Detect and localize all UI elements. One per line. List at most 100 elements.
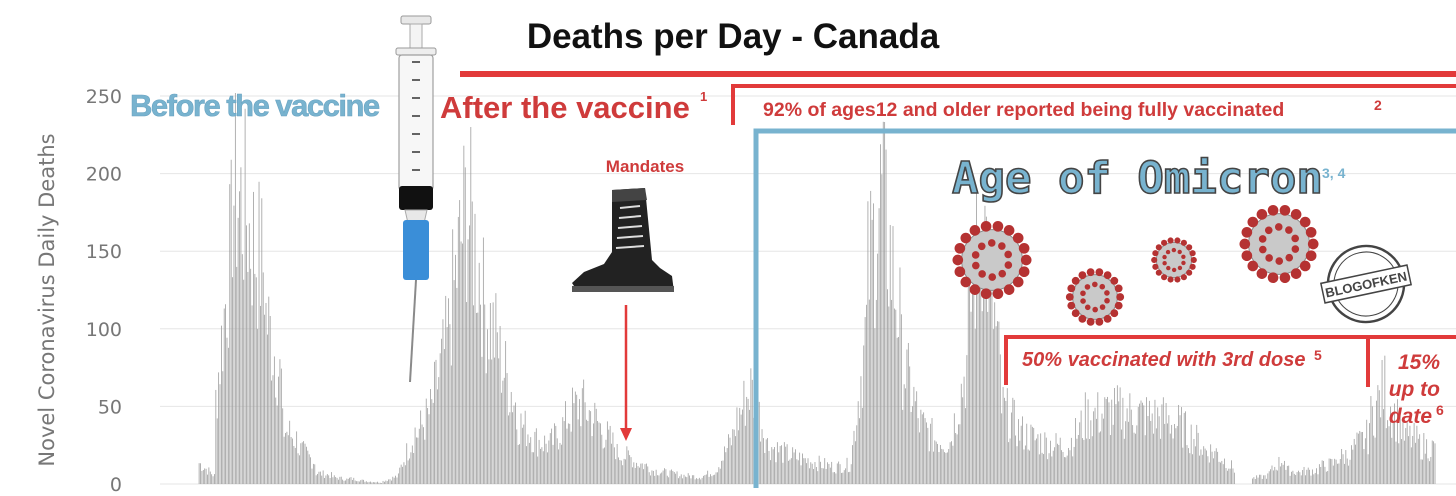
bar (1147, 415, 1149, 484)
bar (665, 469, 667, 484)
bar (434, 361, 435, 484)
bar (703, 475, 704, 484)
bar (1351, 445, 1352, 484)
bar (744, 425, 746, 484)
bar (900, 314, 902, 484)
bar (673, 472, 675, 484)
bar (1123, 438, 1125, 484)
bar (225, 304, 226, 484)
bar (505, 341, 507, 484)
bar (697, 478, 699, 484)
bar (1346, 458, 1348, 484)
bar (1196, 424, 1198, 484)
bar (370, 481, 371, 484)
bar (1104, 397, 1106, 484)
bar (935, 441, 937, 484)
bar (517, 444, 519, 484)
bar (393, 477, 395, 484)
bar (542, 451, 544, 484)
bar (1061, 450, 1062, 484)
bar (916, 391, 918, 484)
bar (1430, 456, 1432, 484)
bar (966, 355, 968, 484)
bar (983, 292, 984, 484)
bar (829, 467, 831, 484)
bar (1278, 456, 1280, 484)
bar (1143, 405, 1145, 484)
bar (342, 479, 344, 484)
bar (1001, 413, 1003, 484)
bar (581, 388, 583, 484)
bar (804, 458, 806, 484)
blogofken-stamp-icon: BLOGOFKEN (1319, 244, 1413, 324)
bar (1222, 464, 1224, 484)
bar (701, 477, 703, 484)
bar (999, 354, 1001, 484)
bar (1154, 399, 1156, 484)
bar (1026, 423, 1028, 484)
bar (1093, 411, 1095, 484)
bar (328, 475, 330, 484)
bar (970, 311, 972, 484)
bar (1029, 450, 1030, 484)
bar (329, 477, 331, 484)
bar (779, 446, 781, 484)
bar (346, 478, 348, 484)
bar (541, 447, 543, 484)
bar (786, 444, 788, 484)
bar (809, 468, 810, 484)
bar (1391, 437, 1393, 484)
bar (1185, 411, 1186, 484)
virus-icon (1065, 268, 1125, 326)
bar (838, 461, 840, 484)
bar (949, 442, 951, 484)
bar (962, 397, 964, 484)
bar (1178, 404, 1180, 484)
bar (1388, 426, 1390, 484)
bar (1331, 459, 1333, 484)
bar (899, 267, 901, 484)
bar (1328, 458, 1330, 484)
bar (1213, 458, 1214, 484)
mandates-arrowhead (620, 428, 632, 441)
bar (719, 468, 721, 484)
bar (1227, 470, 1228, 484)
bar (223, 308, 225, 484)
bar (345, 480, 346, 484)
bar (1197, 432, 1199, 484)
bar (597, 421, 599, 484)
bar (1366, 419, 1368, 484)
bar (1373, 435, 1375, 484)
bar (967, 272, 969, 484)
bar (588, 410, 590, 484)
bar (1024, 445, 1026, 484)
bar (489, 303, 491, 484)
bar (1151, 413, 1153, 484)
bar (307, 450, 309, 484)
bar (790, 458, 792, 484)
bar (1208, 462, 1210, 484)
bar (802, 453, 803, 484)
bar (577, 419, 579, 484)
virus-icon (952, 220, 1032, 300)
bar (442, 319, 444, 484)
bar (850, 464, 852, 484)
bar (1125, 421, 1127, 484)
bar (1133, 432, 1135, 484)
bar (914, 401, 916, 484)
bar (737, 430, 739, 484)
bar (672, 470, 674, 484)
bar (207, 474, 208, 484)
bar (694, 479, 696, 484)
bar (807, 458, 809, 484)
bar (208, 467, 210, 484)
bar (630, 457, 632, 484)
bar (1111, 399, 1113, 484)
bar (230, 159, 232, 484)
bar (609, 425, 611, 484)
bar (1044, 432, 1046, 484)
bar (645, 463, 647, 484)
bar (611, 443, 612, 484)
bar (586, 419, 587, 484)
bar (1405, 428, 1407, 484)
